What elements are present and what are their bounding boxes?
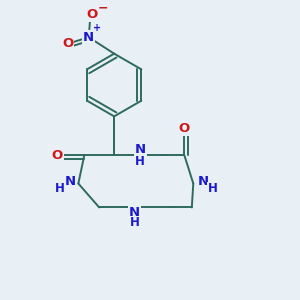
Text: N: N: [198, 175, 209, 188]
Text: N: N: [135, 143, 146, 156]
Text: N: N: [129, 206, 140, 219]
Text: H: H: [129, 216, 139, 229]
Text: H: H: [208, 182, 218, 195]
Text: N: N: [83, 31, 94, 44]
Text: O: O: [52, 149, 63, 162]
Text: O: O: [86, 8, 98, 21]
Text: H: H: [135, 155, 145, 168]
Text: N: N: [64, 175, 76, 188]
Text: H: H: [55, 182, 65, 194]
Text: +: +: [93, 23, 101, 33]
Text: −: −: [98, 2, 108, 14]
Text: O: O: [62, 37, 74, 50]
Text: O: O: [179, 122, 190, 135]
